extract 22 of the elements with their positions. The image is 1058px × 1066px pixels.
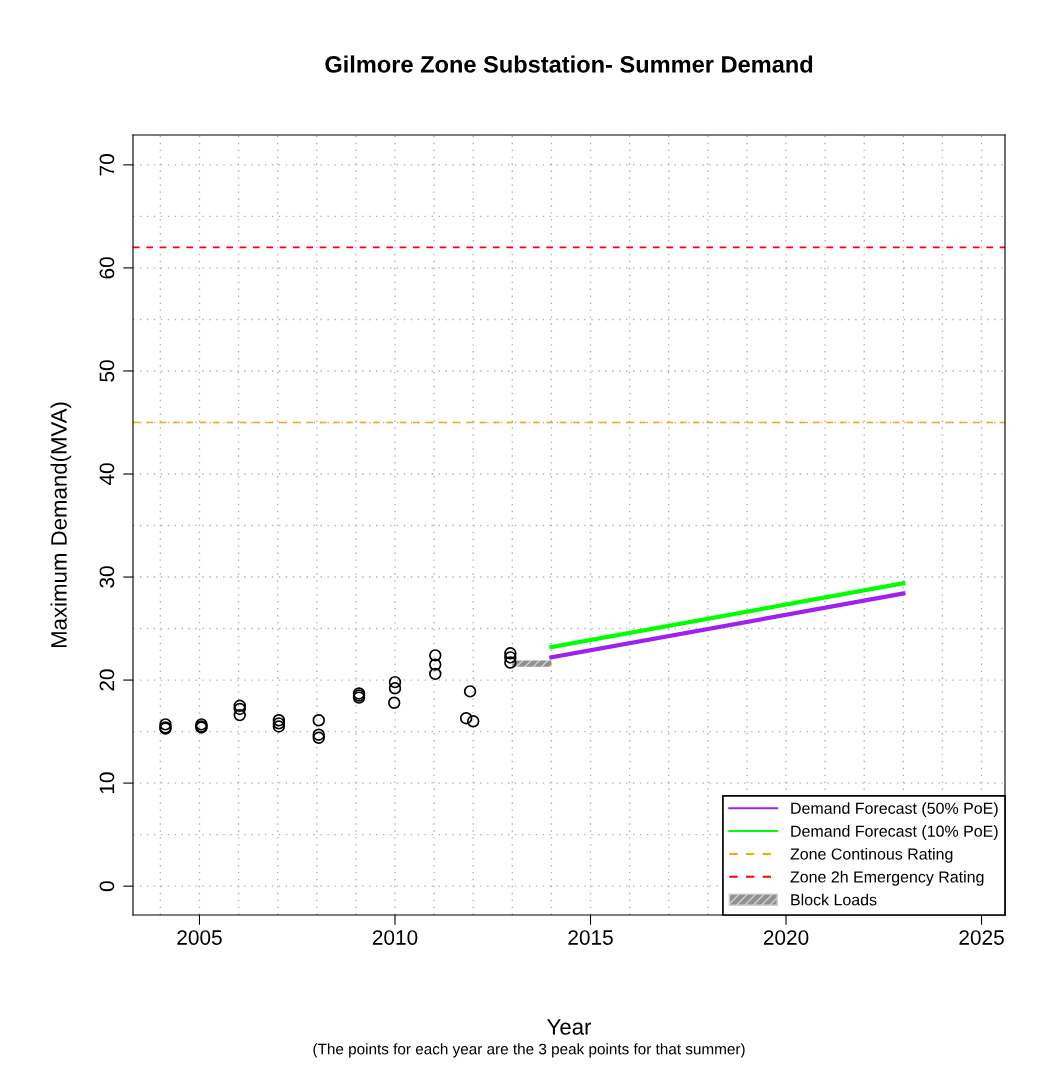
chart-title: Gilmore Zone Substation- Summer Demand [325, 55, 813, 73]
x-tick-label: 2015 [568, 930, 613, 945]
x-tick-label: 2020 [763, 930, 809, 945]
legend-label: Zone 2h Emergency Rating [790, 870, 984, 886]
y-tick-label: 60 [99, 257, 115, 279]
x-tick-label: 2010 [372, 930, 418, 945]
y-tick-label: 30 [99, 566, 115, 588]
x-tick-label: 2005 [177, 930, 222, 945]
y-axis-title: Maximum Demand(MVA) [50, 402, 72, 648]
y-tick-label: 70 [99, 154, 115, 176]
legend-label: Demand Forecast (50% PoE) [791, 802, 998, 818]
y-tick-label: 40 [99, 463, 115, 486]
text: (The points for each year are the 3 peak points for that summer) [313, 1043, 745, 1058]
y-tick-label: 50 [99, 360, 115, 382]
y-tick-label: 0 [99, 881, 115, 892]
legend-label: Block Loads [791, 893, 877, 906]
y-tick-label: 20 [99, 669, 115, 691]
y-tick-label: 10 [99, 772, 115, 794]
legend-label: Demand Forecast (10% PoE) [791, 825, 998, 840]
x-axis-title: Year [547, 1019, 592, 1035]
x-tick-label: 2025 [959, 930, 1004, 945]
legend-label: Zone Continous Rating [790, 847, 953, 863]
